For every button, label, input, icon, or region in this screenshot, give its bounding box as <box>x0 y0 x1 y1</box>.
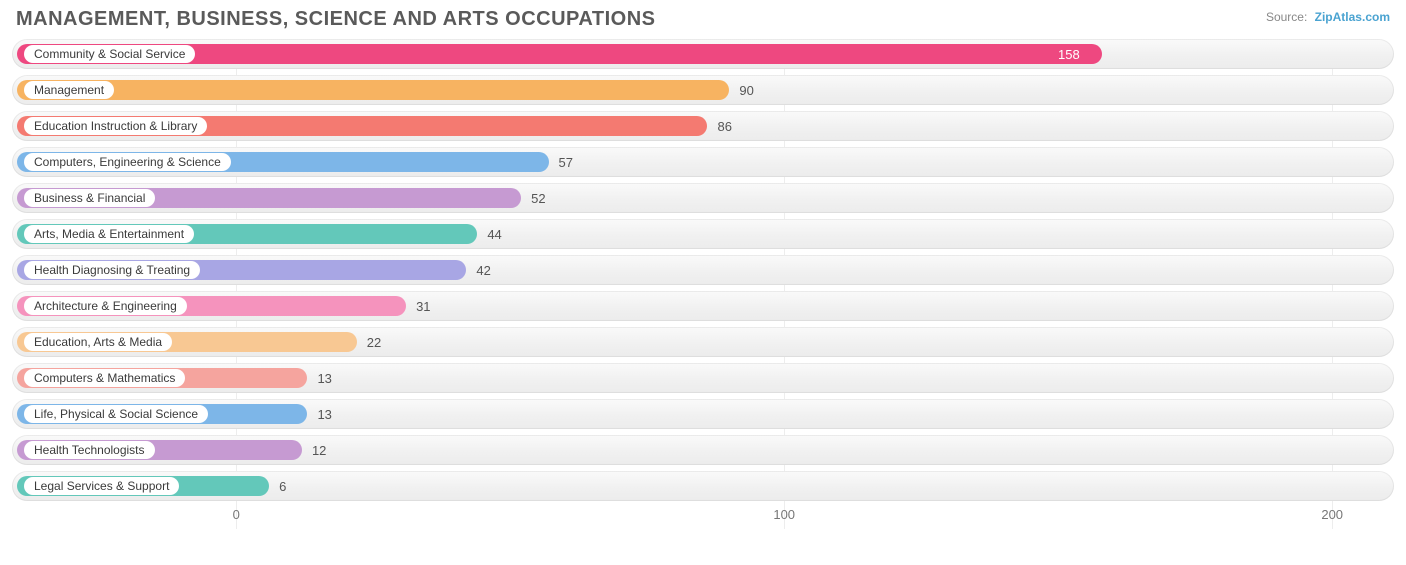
bar-value: 13 <box>307 363 331 393</box>
x-tick: 100 <box>773 507 795 522</box>
bar-row: Life, Physical & Social Science 13 <box>12 399 1394 429</box>
bar-label-pill: Education Instruction & Library <box>24 117 207 135</box>
bar-row: Health Technologists 12 <box>12 435 1394 465</box>
bar-label-pill: Health Technologists <box>24 441 155 459</box>
bar-value: 158 <box>1058 39 1376 69</box>
x-axis: 0 100 200 <box>12 507 1394 529</box>
bar-value: 13 <box>307 399 331 429</box>
source-prefix: Source: <box>1266 10 1307 24</box>
bar-row: Legal Services & Support 6 <box>12 471 1394 501</box>
bar-value: 57 <box>549 147 573 177</box>
chart-area: Community & Social Service 158 Management 9… <box>12 39 1394 557</box>
bar-row: Education Instruction & Library 86 <box>12 111 1394 141</box>
bar-label-pill: Computers & Mathematics <box>24 369 185 387</box>
bar-label-pill: Community & Social Service <box>24 45 195 63</box>
bar-label-pill: Legal Services & Support <box>24 477 179 495</box>
bar-fill <box>17 80 729 100</box>
bar-value: 42 <box>466 255 490 285</box>
bar-row: Education, Arts & Media 22 <box>12 327 1394 357</box>
bar-value: 44 <box>477 219 501 249</box>
bar-label-pill: Architecture & Engineering <box>24 297 187 315</box>
bar-value: 31 <box>406 291 430 321</box>
bar-value: 22 <box>357 327 381 357</box>
chart-header: MANAGEMENT, BUSINESS, SCIENCE AND ARTS O… <box>12 8 1394 31</box>
x-tick: 200 <box>1321 507 1343 522</box>
bar-value: 90 <box>729 75 753 105</box>
bar-value: 86 <box>707 111 731 141</box>
source-name: ZipAtlas.com <box>1315 10 1390 24</box>
bar-row: Health Diagnosing & Treating 42 <box>12 255 1394 285</box>
bar-label-pill: Arts, Media & Entertainment <box>24 225 194 243</box>
bar-label-pill: Life, Physical & Social Science <box>24 405 208 423</box>
bar-value: 52 <box>521 183 545 213</box>
bar-row: Community & Social Service 158 <box>12 39 1394 69</box>
bar-value: 6 <box>269 471 286 501</box>
bar-row: Computers & Mathematics 13 <box>12 363 1394 393</box>
bar-label-pill: Management <box>24 81 114 99</box>
bars-container: Community & Social Service 158 Management 9… <box>12 39 1394 501</box>
bar-label-pill: Computers, Engineering & Science <box>24 153 231 171</box>
bar-row: Business & Financial 52 <box>12 183 1394 213</box>
bar-row: Management 90 <box>12 75 1394 105</box>
bar-row: Arts, Media & Entertainment 44 <box>12 219 1394 249</box>
bar-row: Computers, Engineering & Science 57 <box>12 147 1394 177</box>
x-tick: 0 <box>233 507 240 522</box>
chart-source: Source: ZipAtlas.com <box>1266 8 1390 24</box>
bar-value: 12 <box>302 435 326 465</box>
bar-label-pill: Business & Financial <box>24 189 155 207</box>
bar-label-pill: Health Diagnosing & Treating <box>24 261 200 279</box>
bar-label-pill: Education, Arts & Media <box>24 333 172 351</box>
bar-row: Architecture & Engineering 31 <box>12 291 1394 321</box>
chart-title: MANAGEMENT, BUSINESS, SCIENCE AND ARTS O… <box>16 8 655 31</box>
